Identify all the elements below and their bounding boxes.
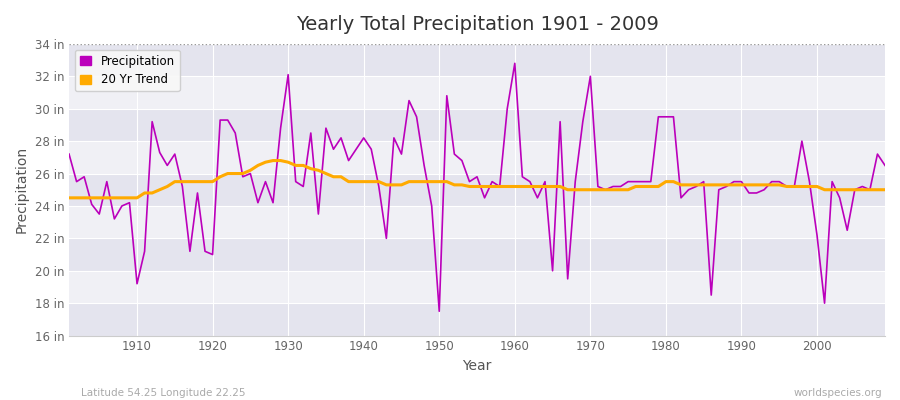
Legend: Precipitation, 20 Yr Trend: Precipitation, 20 Yr Trend [75,50,180,91]
Y-axis label: Precipitation: Precipitation [15,146,29,233]
20 Yr Trend [343,179,354,184]
20 Yr Trend [124,196,135,200]
Precipitation [64,152,75,156]
Bar [69,141,885,174]
Line: Precipitation: Precipitation [69,63,885,311]
20 Yr Trend [517,184,527,189]
20 Yr Trend [509,184,520,189]
Title: Yearly Total Precipitation 1901 - 2009: Yearly Total Precipitation 1901 - 2009 [295,15,659,34]
Bar [69,206,885,238]
Bar [69,109,885,141]
X-axis label: Year: Year [463,359,491,373]
20 Yr Trend [267,158,278,163]
Bar [69,303,885,336]
Precipitation [879,163,890,168]
Bar [69,76,885,109]
Precipitation [124,200,135,205]
Precipitation [517,174,527,179]
20 Yr Trend [608,187,618,192]
Precipitation [291,179,302,184]
Text: Latitude 54.25 Longitude 22.25: Latitude 54.25 Longitude 22.25 [81,388,246,398]
Line: 20 Yr Trend: 20 Yr Trend [69,160,885,198]
Precipitation [525,179,535,184]
Bar [69,174,885,206]
Precipitation [434,309,445,314]
20 Yr Trend [64,196,75,200]
Bar [69,238,885,271]
Precipitation [336,136,346,140]
20 Yr Trend [879,187,890,192]
20 Yr Trend [298,163,309,168]
Precipitation [616,184,626,189]
Text: worldspecies.org: worldspecies.org [794,388,882,398]
Bar [69,44,885,76]
Bar [69,271,885,303]
Precipitation [509,61,520,66]
